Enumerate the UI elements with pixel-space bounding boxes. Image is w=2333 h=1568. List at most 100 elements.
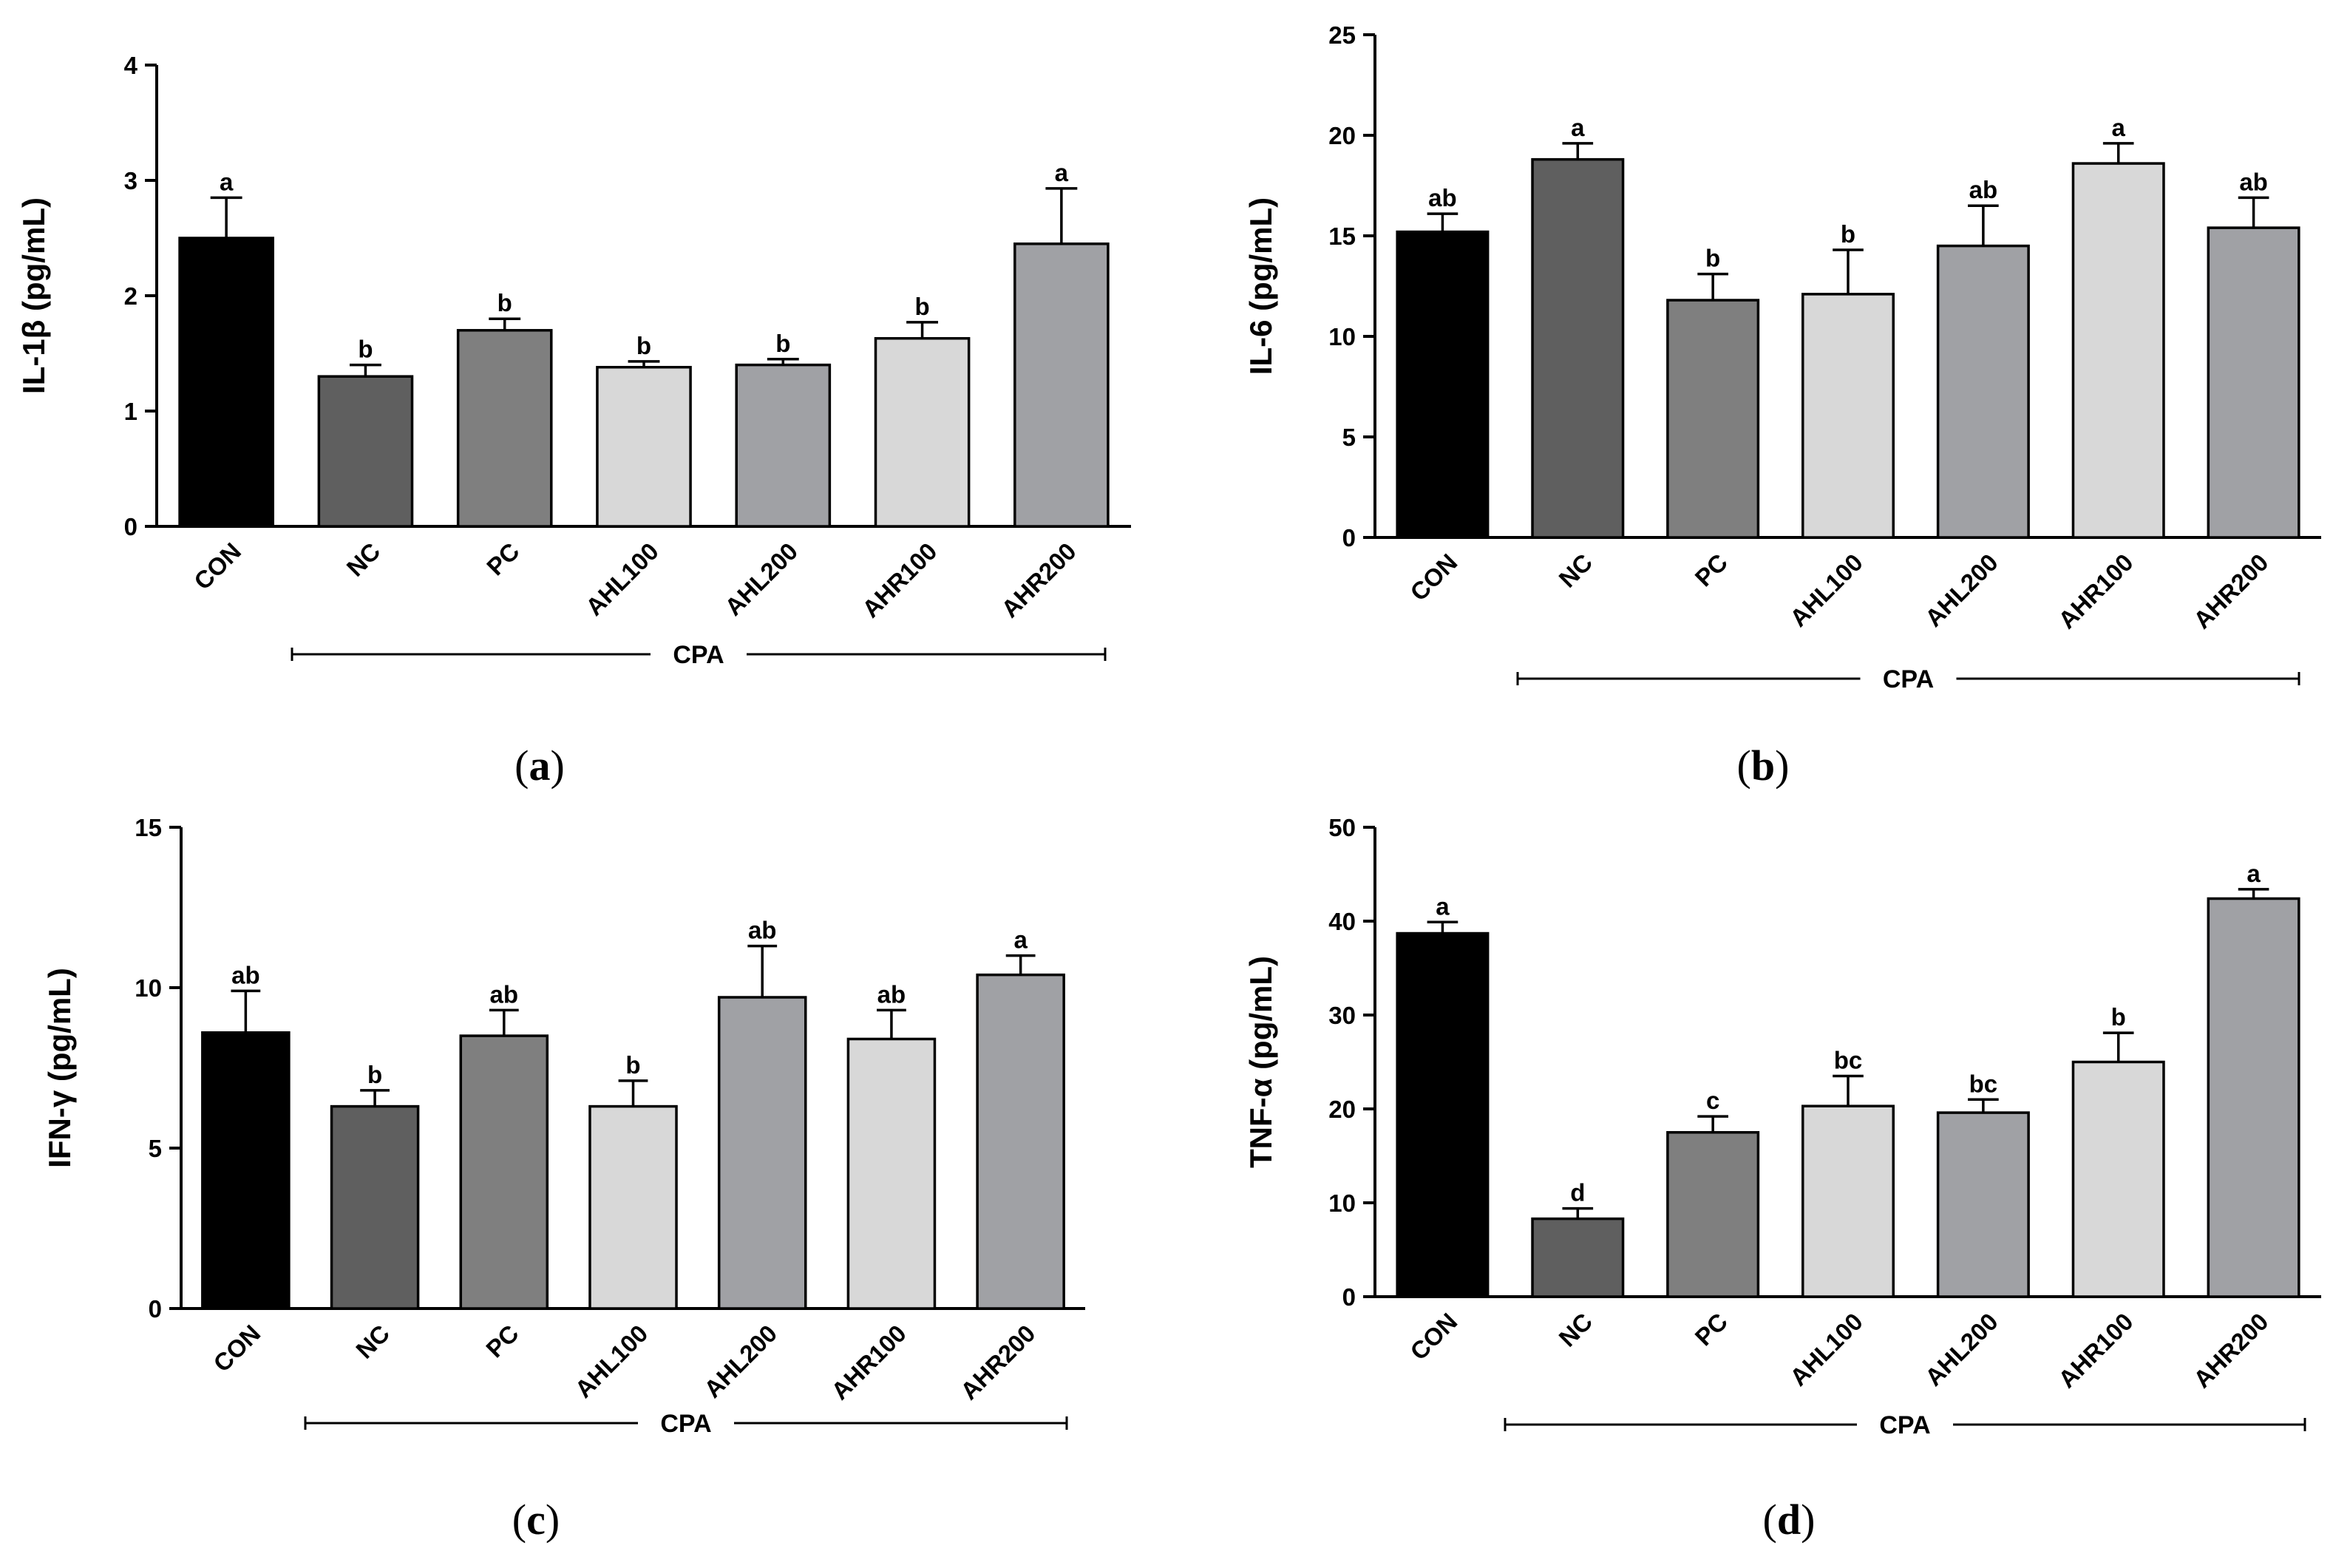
y-tick-label: 3 xyxy=(124,167,137,194)
bar-nc xyxy=(317,375,414,528)
panel-label-close-paren: ) xyxy=(1801,1496,1815,1544)
bar-ahr100 xyxy=(874,336,971,528)
chart-panel-c: 0 5 10 15 IFN-γ (pg/mL) ab CON b NC ab PC b AHL100 ab… xyxy=(42,814,1085,1544)
significance-label: a xyxy=(2247,860,2261,887)
x-tick-label: AHL100 xyxy=(569,1320,653,1403)
y-tick-label: 0 xyxy=(124,513,137,540)
significance-label: ab xyxy=(231,961,260,988)
x-tick-label: AHR200 xyxy=(996,537,1081,623)
significance-label: ab xyxy=(1969,176,1998,203)
y-tick-label: 30 xyxy=(1328,1002,1356,1029)
cpa-label: CPA xyxy=(1883,665,1934,693)
x-tick-label: AHL100 xyxy=(1784,549,1868,632)
bar-ahl100 xyxy=(1801,1104,1895,1298)
bar-ahl100 xyxy=(596,365,692,528)
x-tick-label: CON xyxy=(1405,1308,1462,1365)
x-tick-label: AHR100 xyxy=(857,537,943,623)
bar-ahr200 xyxy=(1013,242,1110,528)
bar-ahl200 xyxy=(735,363,832,528)
significance-label: b xyxy=(1705,245,1720,272)
y-tick-label: 10 xyxy=(1328,323,1356,350)
cpa-label: CPA xyxy=(1879,1411,1930,1439)
bar-con xyxy=(1396,230,1490,539)
significance-label: a xyxy=(220,168,234,195)
y-tick-label: 15 xyxy=(135,814,162,841)
bar-ahr200 xyxy=(976,973,1065,1310)
panel-label-close-paren: ) xyxy=(551,741,565,790)
x-tick-label: CON xyxy=(189,537,246,595)
panel-label-open-paren: ( xyxy=(1737,741,1751,790)
bar-nc xyxy=(1531,1217,1625,1298)
significance-label: a xyxy=(2112,114,2126,141)
y-tick-label: 5 xyxy=(1342,424,1356,451)
y-tick-label: 20 xyxy=(1328,1096,1356,1123)
x-tick-label: AHR200 xyxy=(2188,549,2274,634)
x-tick-label: PC xyxy=(480,1320,524,1363)
y-tick-label: 0 xyxy=(149,1295,162,1323)
significance-label: ab xyxy=(2239,168,2268,195)
y-axis-title: TNF-α (pg/mL) xyxy=(1243,956,1278,1168)
y-tick-label: 50 xyxy=(1328,814,1356,841)
significance-label: a xyxy=(1055,159,1069,186)
panel-label-open-paren: ( xyxy=(1763,1496,1777,1544)
bar-pc xyxy=(456,329,553,528)
x-tick-label: AHR100 xyxy=(2053,549,2139,634)
bar-ahl100 xyxy=(1801,293,1895,539)
significance-label: ab xyxy=(1428,184,1457,211)
significance-label: ab xyxy=(748,917,777,944)
x-tick-label: AHL200 xyxy=(719,537,803,621)
y-tick-label: 15 xyxy=(1328,223,1356,250)
significance-label: bc xyxy=(1969,1070,1998,1097)
bar-ahr100 xyxy=(2071,1060,2165,1298)
chart-panel-a: 0 1 2 3 4 IL-1β (pg/mL) a CON b NC b PC b AHL100 b AHL2… xyxy=(16,52,1131,790)
bar-nc xyxy=(330,1104,420,1310)
significance-label: d xyxy=(1570,1179,1585,1206)
panel-label-letter: c xyxy=(526,1496,546,1544)
panel-label-open-paren: ( xyxy=(512,1496,526,1544)
bar-ahl100 xyxy=(588,1104,678,1310)
y-tick-label: 40 xyxy=(1328,908,1356,935)
significance-label: b xyxy=(367,1061,382,1088)
x-tick-label: CON xyxy=(1405,549,1462,606)
significance-label: b xyxy=(2111,1003,2126,1031)
y-axis-title: IL-6 (pg/mL) xyxy=(1243,197,1278,375)
bar-pc xyxy=(1666,1131,1760,1298)
y-tick-label: 4 xyxy=(124,52,138,79)
bar-pc xyxy=(1666,299,1760,539)
x-tick-label: NC xyxy=(350,1320,395,1364)
bar-con xyxy=(178,237,274,528)
significance-label: bc xyxy=(1834,1047,1863,1074)
y-tick-label: 0 xyxy=(1342,1283,1356,1311)
cpa-label: CPA xyxy=(660,1410,711,1438)
bar-ahl200 xyxy=(717,996,807,1310)
panel-label-letter: b xyxy=(1751,741,1775,790)
y-tick-label: 10 xyxy=(135,974,162,1002)
panel-label-close-paren: ) xyxy=(546,1496,560,1544)
panel-label-open-paren: ( xyxy=(515,741,529,790)
panel-label: (b) xyxy=(1737,741,1790,790)
y-tick-label: 1 xyxy=(124,398,137,425)
panel-label-letter: a xyxy=(529,741,551,790)
y-axis-title: IFN-γ (pg/mL) xyxy=(42,968,77,1168)
y-tick-label: 0 xyxy=(1342,524,1356,551)
x-tick-label: PC xyxy=(481,537,525,581)
x-tick-label: AHR200 xyxy=(955,1320,1041,1405)
significance-label: a xyxy=(1436,892,1450,920)
x-tick-label: CON xyxy=(208,1320,265,1377)
significance-label: a xyxy=(1571,114,1585,141)
y-tick-label: 2 xyxy=(124,282,137,310)
bar-pc xyxy=(459,1034,549,1310)
bar-ahl200 xyxy=(1936,244,2030,539)
bar-ahl200 xyxy=(1936,1111,2030,1298)
significance-label: ab xyxy=(877,980,906,1008)
panel-label: (a) xyxy=(515,741,565,790)
x-tick-label: AHL200 xyxy=(1920,1308,2003,1391)
x-tick-label: AHR100 xyxy=(826,1320,911,1405)
bar-con xyxy=(1396,931,1490,1298)
y-tick-label: 25 xyxy=(1328,21,1356,49)
y-tick-label: 10 xyxy=(1328,1189,1356,1217)
significance-label: a xyxy=(1013,926,1028,954)
x-tick-label: AHL200 xyxy=(699,1320,782,1403)
